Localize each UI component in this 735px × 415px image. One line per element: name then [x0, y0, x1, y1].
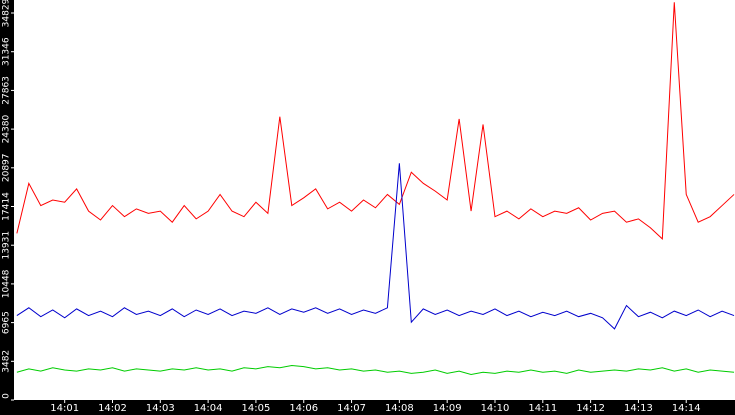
- y-tick-label: 10448: [2, 269, 12, 298]
- x-tick-label: 14:01: [50, 403, 79, 414]
- x-tick-label: 14:08: [385, 403, 414, 414]
- series-line: [16, 163, 735, 330]
- y-tick-label: 34829: [2, 0, 12, 27]
- y-axis-bar: [0, 0, 14, 415]
- x-tick-label: 14:11: [528, 403, 557, 414]
- x-tick-label: 14:14: [672, 403, 701, 414]
- x-tick-label: 14:12: [576, 403, 605, 414]
- x-axis-bar: [0, 400, 735, 415]
- x-tick-label: 14:10: [481, 403, 510, 414]
- y-tick-label: 3482: [2, 350, 12, 373]
- y-tick-label: 6965: [2, 311, 12, 334]
- y-tick-label: 17414: [2, 192, 12, 221]
- x-tick-label: 14:02: [98, 403, 127, 414]
- x-tick-label: 14:09: [433, 403, 462, 414]
- y-tick-label: 27863: [2, 76, 12, 105]
- y-tick-label: 20897: [2, 153, 12, 182]
- series-line: [16, 2, 735, 240]
- x-tick-label: 14:07: [337, 403, 366, 414]
- x-tick-label: 14:05: [242, 403, 271, 414]
- x-tick-label: 14:13: [624, 403, 653, 414]
- plot-area: [14, 0, 735, 400]
- x-tick-label: 14:03: [146, 403, 175, 414]
- y-tick-label: 24380: [2, 115, 12, 144]
- x-tick-label: 14:04: [194, 403, 223, 414]
- x-tick-label: 14:06: [289, 403, 318, 414]
- y-tick-label: 0: [2, 393, 12, 399]
- y-tick-label: 13931: [2, 231, 12, 260]
- y-tick-label: 31346: [2, 37, 12, 66]
- series-line: [16, 365, 735, 375]
